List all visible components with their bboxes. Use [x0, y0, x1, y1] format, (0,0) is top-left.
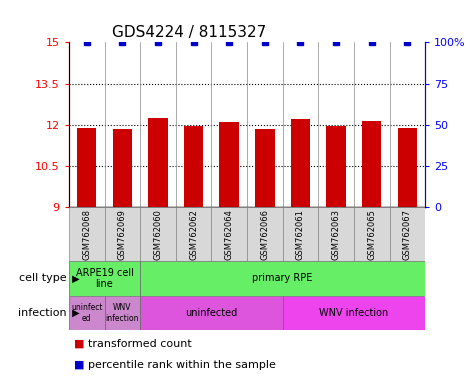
- Bar: [148, 118, 168, 207]
- Text: ■: ■: [74, 360, 84, 370]
- Bar: [113, 129, 132, 207]
- Bar: [390, 207, 425, 261]
- Text: GSM762060: GSM762060: [153, 209, 162, 260]
- Text: uninfect
ed: uninfect ed: [71, 303, 103, 323]
- Bar: [354, 207, 390, 261]
- Bar: [326, 126, 346, 207]
- Bar: [69, 296, 104, 330]
- Text: GSM762061: GSM762061: [296, 209, 305, 260]
- Text: uninfected: uninfected: [185, 308, 238, 318]
- Bar: [255, 129, 275, 207]
- Text: GSM762067: GSM762067: [403, 209, 412, 260]
- Text: GSM762063: GSM762063: [332, 209, 341, 260]
- Text: primary RPE: primary RPE: [252, 273, 313, 283]
- Text: GDS4224 / 8115327: GDS4224 / 8115327: [112, 25, 266, 40]
- Bar: [176, 207, 211, 261]
- Bar: [184, 126, 203, 207]
- Bar: [77, 127, 96, 207]
- Text: ARPE19 cell
line: ARPE19 cell line: [76, 268, 133, 289]
- Text: WNV infection: WNV infection: [319, 308, 389, 318]
- Bar: [247, 207, 283, 261]
- Bar: [318, 207, 354, 261]
- Text: percentile rank within the sample: percentile rank within the sample: [88, 360, 276, 370]
- Bar: [398, 127, 417, 207]
- Bar: [140, 261, 425, 296]
- Bar: [291, 119, 310, 207]
- Bar: [362, 121, 381, 207]
- Bar: [211, 207, 247, 261]
- Bar: [104, 296, 140, 330]
- Bar: [283, 207, 318, 261]
- Text: ▶: ▶: [69, 273, 79, 283]
- Text: GSM762064: GSM762064: [225, 209, 234, 260]
- Text: ▶: ▶: [69, 308, 79, 318]
- Bar: [140, 296, 283, 330]
- Text: GSM762065: GSM762065: [367, 209, 376, 260]
- Text: infection: infection: [18, 308, 66, 318]
- Text: ■: ■: [74, 339, 84, 349]
- Bar: [283, 296, 425, 330]
- Text: GSM762066: GSM762066: [260, 209, 269, 260]
- Text: GSM762062: GSM762062: [189, 209, 198, 260]
- Text: GSM762068: GSM762068: [82, 209, 91, 260]
- Bar: [219, 122, 239, 207]
- Text: transformed count: transformed count: [88, 339, 191, 349]
- Bar: [69, 207, 104, 261]
- Text: GSM762069: GSM762069: [118, 209, 127, 260]
- Bar: [140, 207, 176, 261]
- Text: WNV
infection: WNV infection: [105, 303, 139, 323]
- Text: cell type: cell type: [19, 273, 66, 283]
- Bar: [69, 261, 140, 296]
- Bar: [104, 207, 140, 261]
